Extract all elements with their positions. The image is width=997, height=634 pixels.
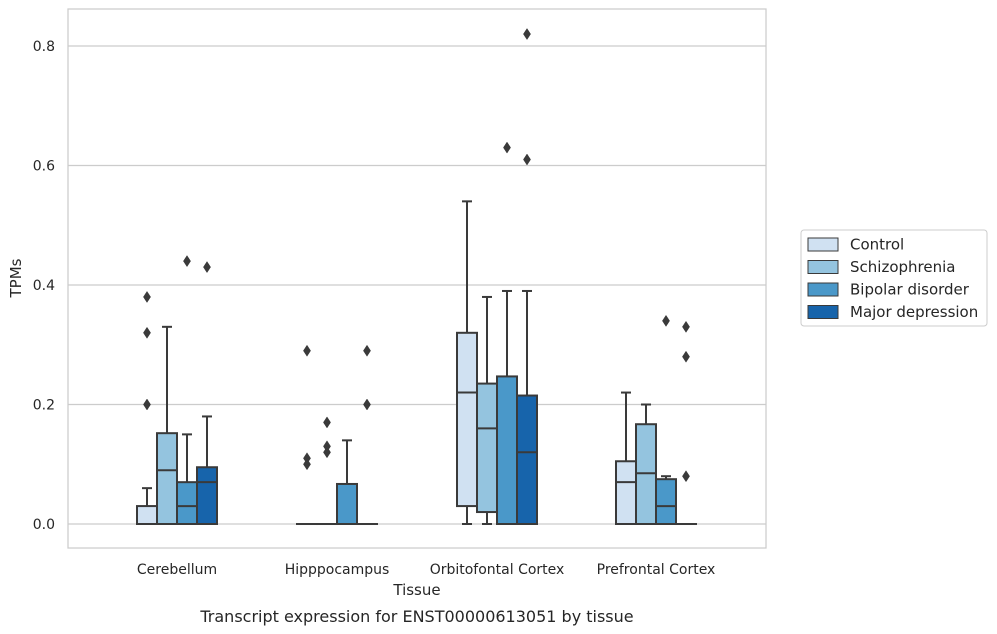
box <box>655 478 677 525</box>
box-group <box>496 141 518 526</box>
outlier-point <box>143 290 151 303</box>
y-tick-label: 0.4 <box>33 278 55 294</box>
legend-swatch <box>807 305 839 319</box>
outlier-point <box>303 344 311 357</box>
box-group <box>296 344 318 526</box>
outlier-point <box>682 470 690 483</box>
outlier-point <box>303 458 311 471</box>
boxes <box>136 28 697 526</box>
legend: Control Schizophrenia Bipolar disorder Majo… <box>800 229 988 327</box>
plot-frame <box>67 8 767 549</box>
outlier-point <box>363 344 371 357</box>
box <box>136 505 158 526</box>
x-tick-label: Orbitofontal Cortex <box>430 562 565 578</box>
figure-caption: Transcript expression for ENST0000061305… <box>199 607 633 626</box>
legend-swatch <box>807 282 839 297</box>
outlier-point <box>183 255 191 268</box>
box-group <box>156 325 178 525</box>
outlier-point <box>523 28 531 41</box>
x-tick-label: Cerebellum <box>137 562 217 578</box>
box <box>156 432 178 525</box>
outlier-point <box>363 398 371 411</box>
box <box>456 331 478 508</box>
box <box>196 466 218 525</box>
legend-frame <box>800 229 988 327</box>
y-axis-label: TPMs <box>7 258 25 298</box>
legend-label: Schizophrenia <box>850 258 955 276</box>
outlier-point <box>323 416 331 429</box>
outlier-point <box>682 350 690 363</box>
outlier-point <box>203 261 211 274</box>
box <box>496 375 518 526</box>
x-tick-label: Hipppocampus <box>285 562 390 578</box>
box-group <box>336 439 358 525</box>
box-group <box>196 261 218 525</box>
box-group <box>655 314 677 525</box>
y-tick-labels: 0.0 0.2 0.4 0.6 0.8 <box>33 39 55 533</box>
outlier-point <box>682 320 690 333</box>
outlier-point <box>323 446 331 459</box>
y-tick-label: 0.8 <box>33 39 55 55</box>
legend-label: Major depression <box>850 303 978 321</box>
box <box>615 460 637 526</box>
legend-swatch <box>807 260 839 274</box>
outlier-point <box>143 326 151 339</box>
box <box>176 481 198 525</box>
outlier-point <box>523 153 531 166</box>
y-tick-label: 0.6 <box>33 159 55 175</box>
y-tick-label: 0.2 <box>33 398 55 414</box>
box-group <box>675 320 697 526</box>
box-group <box>316 416 338 526</box>
legend-swatch <box>807 237 839 252</box>
y-tick-label: 0.0 <box>33 517 55 533</box>
box-group <box>136 290 158 526</box>
box-group <box>176 255 198 525</box>
box-group <box>356 344 378 526</box>
legend-label: Bipolar disorder <box>850 281 970 299</box>
outlier-point <box>143 398 151 411</box>
x-tick-labels: Cerebellum Hipppocampus Orbitofontal Corte… <box>137 562 715 578</box>
outlier-point <box>662 314 670 327</box>
box <box>516 394 538 525</box>
box <box>476 382 498 514</box>
outlier-point <box>503 141 511 154</box>
x-tick-label: Prefrontal Cortex <box>597 562 716 578</box>
x-axis-label: Tissue <box>392 581 440 599</box>
box-group <box>516 28 538 525</box>
box-group <box>635 403 657 525</box>
box <box>336 482 358 525</box>
legend-label: Control <box>850 236 904 254</box>
